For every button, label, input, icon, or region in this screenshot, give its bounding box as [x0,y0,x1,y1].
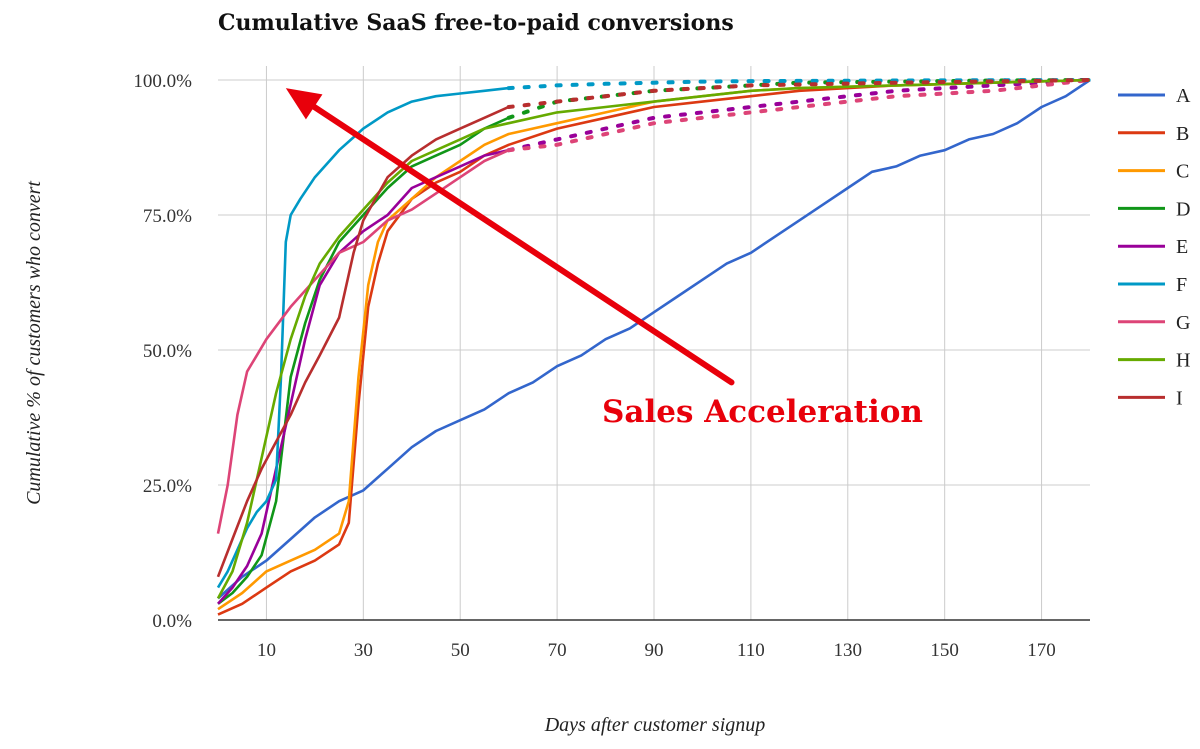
legend-item-g: G [1118,312,1190,334]
series-line [217,148,509,605]
legend-label: B [1176,123,1189,145]
legend-label: C [1176,161,1189,183]
legend-label: E [1176,236,1188,258]
x-axis-label: Days after customer signup [544,714,766,736]
legend-item-e: E [1118,236,1188,258]
legend-label: D [1176,198,1190,220]
legend-item-h: H [1118,350,1190,372]
legend-item-b: B [1118,123,1189,145]
x-tick-label: 30 [354,640,373,661]
y-axis-label: Cumulative % of customers who convert [23,181,45,505]
chart-title: Cumulative SaaS free-to-paid conversions [218,10,734,36]
legend-item-a: A [1118,85,1191,107]
legend-item-i: I [1118,387,1183,409]
x-tick-label: 150 [930,640,959,661]
y-tick-label: 100.0% [133,71,192,92]
y-tick-label: 0.0% [152,611,192,632]
series-b [217,78,1091,616]
legend-item-f: F [1118,274,1187,296]
x-tick-label: 70 [548,640,567,661]
series-d [217,78,1092,605]
series-f [216,78,1092,589]
legend-item-d: D [1118,198,1190,220]
arrow-head-icon [285,88,323,120]
x-tick-label: 130 [834,640,863,661]
y-tick-labels: 0.0% 25.0% 50.0% 75.0% 100.0% [133,71,192,632]
x-tick-label: 50 [451,640,470,661]
series-i [216,78,1092,578]
series-e [217,78,1092,605]
x-tick-label: 170 [1027,640,1056,661]
x-tick-label: 110 [737,640,765,661]
y-tick-label: 50.0% [143,341,192,362]
y-tick-label: 25.0% [143,476,192,497]
series-line [217,78,1091,616]
series-line [216,78,1091,600]
series-line [217,116,510,605]
y-tick-label: 75.0% [143,206,192,227]
x-tick-label: 10 [257,640,276,661]
series-line [216,86,509,589]
legend-label: G [1176,312,1190,334]
series-g [216,78,1092,534]
x-tick-labels: 10 30 50 70 90 110 130 150 170 [257,640,1056,661]
legend-label: F [1176,274,1187,296]
legend-item-c: C [1118,161,1189,183]
series-line [216,149,510,534]
sales-acceleration-arrow [311,103,735,386]
series-group [216,78,1092,616]
legend-label: I [1176,387,1183,409]
series-h [216,78,1091,600]
legend-label: H [1176,350,1190,372]
legend-label: A [1176,85,1191,107]
series-line [217,78,1091,600]
annotation-text: Sales Acceleration [602,394,923,430]
series-a [217,78,1091,600]
annotation: Sales Acceleration [285,88,923,430]
series-line [216,105,510,578]
x-tick-label: 90 [645,640,664,661]
